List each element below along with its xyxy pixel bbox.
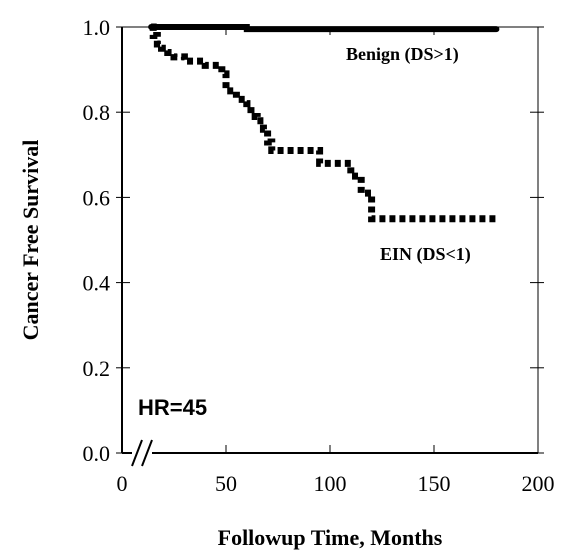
x-axis-title: Followup Time, Months: [218, 525, 443, 550]
x-tick-label: 100: [314, 471, 347, 496]
y-tick-label: 0.8: [83, 100, 111, 125]
benign-series-label: Benign (DS>1): [346, 44, 459, 65]
y-tick-label: 0.4: [83, 271, 111, 296]
y-tick-label: 0.2: [83, 356, 111, 381]
x-tick-label: 150: [418, 471, 451, 496]
axis-break-slash-2: [141, 439, 153, 467]
y-tick-label: 0.6: [83, 185, 111, 210]
ein-survival-line: [149, 23, 497, 223]
axis-break-slash-1: [131, 439, 143, 467]
x-tick-label: 0: [117, 471, 128, 496]
series-layer: [148, 23, 500, 223]
x-tick-label: 200: [522, 471, 555, 496]
x-ticks: 0 50 100 150 200: [117, 27, 555, 496]
axis-break-gap: [132, 444, 152, 462]
y-tick-label: 0.0: [83, 441, 111, 466]
y-axis-title: Cancer Free Survival: [18, 140, 43, 341]
x-tick-label: 50: [215, 471, 237, 496]
axis-break-marker: [131, 439, 153, 467]
benign-survival-line: [148, 24, 500, 33]
y-tick-label: 1.0: [83, 15, 111, 40]
y-ticks: 0.0 0.2 0.4 0.6 0.8 1.0: [83, 15, 544, 466]
ein-series-label: EIN (DS<1): [380, 244, 471, 265]
plot-frame: [121, 26, 539, 454]
hazard-ratio-annotation: HR=45: [138, 395, 207, 420]
